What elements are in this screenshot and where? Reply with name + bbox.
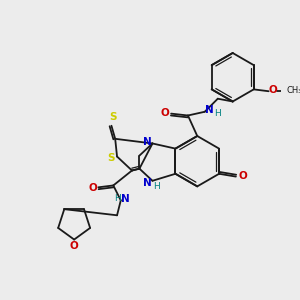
Text: H: H	[114, 194, 120, 203]
Text: N: N	[121, 194, 130, 204]
Text: S: S	[110, 112, 117, 122]
Text: CH₃: CH₃	[286, 86, 300, 95]
Text: O: O	[70, 241, 79, 251]
Text: O: O	[88, 183, 97, 193]
Text: O: O	[269, 85, 278, 95]
Text: S: S	[107, 153, 114, 164]
Text: N: N	[205, 105, 214, 115]
Text: H: H	[153, 182, 160, 191]
Text: O: O	[160, 108, 169, 118]
Text: O: O	[238, 171, 247, 181]
Text: N: N	[143, 178, 152, 188]
Text: H: H	[214, 109, 221, 118]
Text: N: N	[143, 136, 152, 147]
